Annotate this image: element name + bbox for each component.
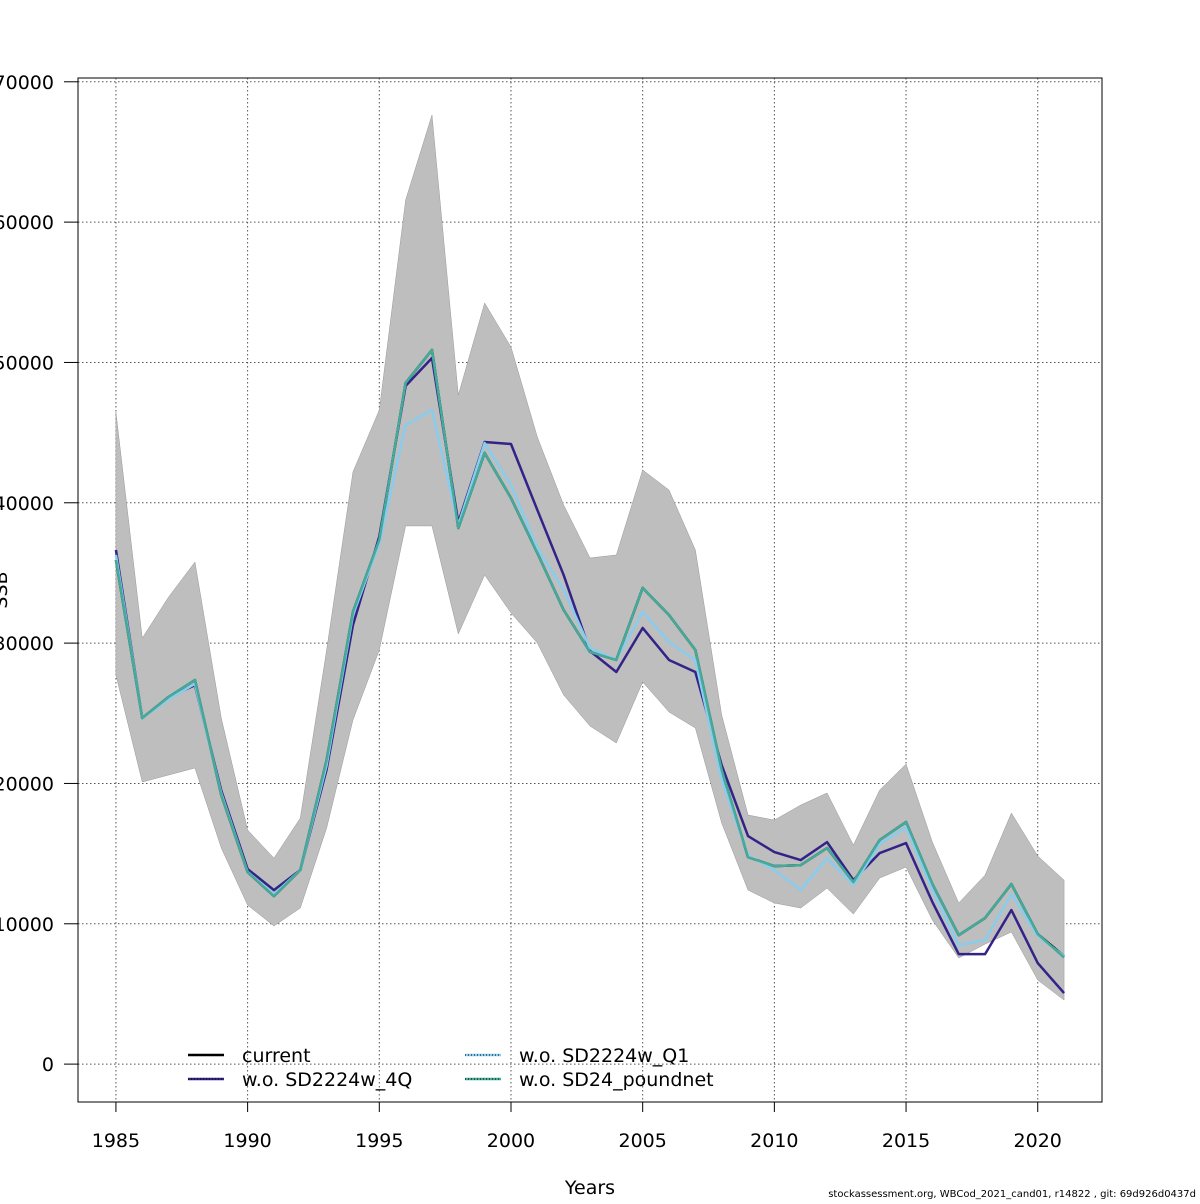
x-axis: 1985 1990 1995 2000 2005 2010 2015 2020 [92, 1102, 1062, 1152]
x-tick-label: 1995 [355, 1130, 403, 1152]
y-tick-label: 10000 [0, 914, 54, 936]
legend-label: current [242, 1045, 311, 1067]
x-tick-label: 2015 [882, 1130, 930, 1152]
y-tick-label: 30000 [0, 633, 54, 655]
footer-credit: stockassessment.org, WBCod_2021_cand01, … [828, 1189, 1196, 1200]
x-tick-label: 1985 [92, 1130, 140, 1152]
legend-label: w.o. SD2224w_Q1 [519, 1045, 689, 1067]
x-axis-label: Years [564, 1177, 615, 1199]
series-line-2 [114, 408, 1065, 958]
series-line-3 [114, 348, 1065, 959]
y-tick-label: 70000 [0, 72, 54, 94]
x-tick-label: 2010 [750, 1130, 798, 1152]
x-tick-label: 2000 [487, 1130, 535, 1152]
y-tick-label: 0 [42, 1054, 54, 1076]
plot-frame [77, 77, 1103, 1103]
x-tick-label: 2005 [618, 1130, 666, 1152]
legend-label: w.o. SD2224w_4Q [242, 1069, 412, 1091]
x-tick-label: 1990 [223, 1130, 271, 1152]
y-tick-label: 50000 [0, 352, 54, 374]
y-tick-label: 60000 [0, 212, 54, 234]
y-tick-label: 40000 [0, 493, 54, 515]
legend-label: w.o. SD24_poundnet [519, 1069, 714, 1091]
x-tick-label: 2020 [1014, 1130, 1062, 1152]
series-lines [114, 348, 1066, 994]
y-axis-label: SSB [0, 571, 12, 608]
confidence-band [115, 114, 1065, 1001]
